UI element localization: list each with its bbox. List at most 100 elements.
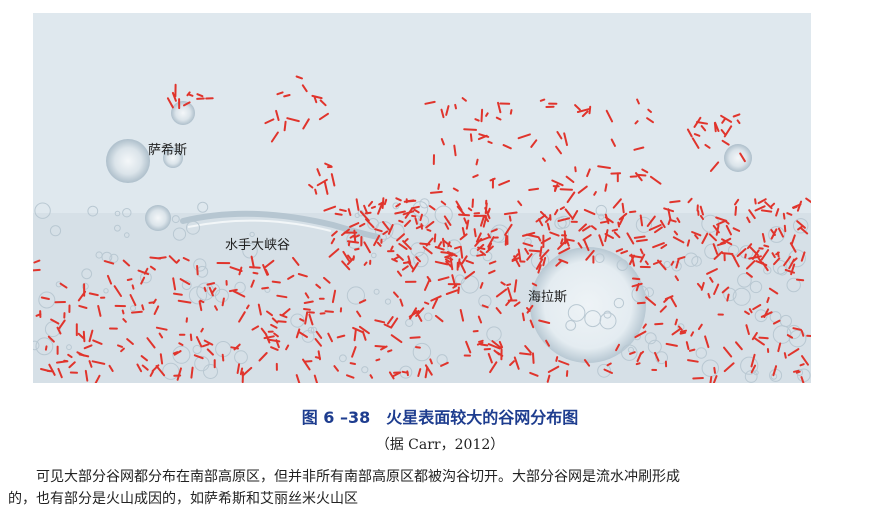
valley-network-segment bbox=[395, 197, 402, 202]
valley-network-segment bbox=[148, 301, 156, 304]
valley-network-segment bbox=[388, 371, 395, 380]
figure-caption-title: 图 6 –38 火星表面较大的谷网分布图 bbox=[0, 404, 880, 428]
valley-network-segment bbox=[434, 314, 444, 323]
valley-network-segment bbox=[295, 75, 303, 80]
valley-network-segment bbox=[521, 312, 525, 322]
crater bbox=[81, 282, 89, 290]
valley-network-segment bbox=[713, 283, 720, 295]
valley-network-segment bbox=[415, 307, 425, 317]
valley-network-segment bbox=[411, 262, 419, 273]
valley-network-segment bbox=[708, 233, 717, 242]
valley-network-segment bbox=[273, 332, 279, 338]
valley-network-segment bbox=[347, 254, 353, 261]
valley-network-segment bbox=[211, 287, 217, 294]
valley-network-segment bbox=[275, 109, 280, 121]
valley-network-segment bbox=[637, 173, 647, 177]
valley-network-segment bbox=[155, 326, 168, 331]
valley-network-segment bbox=[654, 322, 664, 326]
crater bbox=[87, 205, 99, 217]
valley-network-segment bbox=[524, 247, 530, 255]
valley-network-segment bbox=[173, 292, 183, 296]
valley-network-segment bbox=[480, 216, 485, 227]
valley-network-segment bbox=[40, 296, 50, 300]
valley-network-segment bbox=[646, 215, 656, 227]
valley-network-segment bbox=[583, 208, 596, 216]
valley-network-segment bbox=[295, 328, 301, 339]
crater bbox=[103, 288, 109, 294]
crater bbox=[172, 345, 191, 364]
crater bbox=[616, 259, 629, 271]
crater bbox=[732, 287, 751, 306]
valley-network-segment bbox=[487, 140, 493, 144]
valley-network-segment bbox=[773, 257, 781, 266]
valley-network-segment bbox=[582, 225, 591, 232]
valley-network-segment bbox=[283, 94, 291, 98]
valley-network-segment bbox=[383, 198, 388, 206]
valley-network-segment bbox=[721, 286, 730, 294]
valley-network-segment bbox=[647, 108, 652, 113]
valley-network-segment bbox=[487, 352, 493, 364]
crater bbox=[633, 333, 641, 341]
valley-network-segment bbox=[398, 219, 404, 224]
valley-network-segment bbox=[246, 304, 250, 310]
valley-network-segment bbox=[633, 146, 645, 151]
crater bbox=[44, 321, 61, 338]
valley-network-segment bbox=[233, 343, 241, 351]
valley-network-segment bbox=[479, 282, 484, 289]
valley-network-segment bbox=[444, 253, 456, 259]
valley-network-segment bbox=[796, 200, 803, 212]
valley-network-segment bbox=[669, 200, 681, 204]
valley-network-segment bbox=[314, 338, 322, 347]
valley-network-segment bbox=[459, 233, 468, 241]
valley-network-segment bbox=[131, 284, 135, 290]
valley-network-segment bbox=[396, 270, 403, 277]
valley-network-segment bbox=[270, 323, 278, 329]
valley-network-segment bbox=[723, 362, 735, 373]
valley-network-segment bbox=[403, 219, 412, 227]
valley-network-segment bbox=[524, 345, 532, 354]
valley-network-segment bbox=[411, 214, 417, 218]
valley-network-segment bbox=[175, 259, 180, 264]
valley-network-segment bbox=[615, 343, 620, 352]
valley-network-segment bbox=[746, 216, 751, 224]
valley-network-segment bbox=[394, 210, 406, 215]
valley-network-segment bbox=[308, 313, 314, 326]
valley-network-segment bbox=[437, 241, 443, 248]
valley-network-segment bbox=[555, 260, 563, 267]
valley-network-segment bbox=[739, 152, 746, 163]
crater bbox=[186, 220, 200, 235]
valley-network-segment bbox=[50, 318, 60, 325]
valley-network-segment bbox=[318, 112, 329, 121]
valley-network-segment bbox=[257, 303, 262, 316]
valley-network-segment bbox=[690, 331, 695, 337]
valley-network-segment bbox=[94, 374, 101, 383]
valley-network-segment bbox=[556, 131, 563, 140]
valley-network-segment bbox=[196, 265, 199, 276]
valley-network-segment bbox=[509, 109, 513, 115]
valley-network-segment bbox=[545, 339, 550, 347]
valley-network-segment bbox=[792, 205, 798, 209]
valley-network-segment bbox=[437, 183, 441, 190]
valley-network-segment bbox=[316, 178, 328, 187]
valley-network-segment bbox=[687, 197, 693, 204]
valley-network-segment bbox=[401, 370, 409, 374]
valley-network-segment bbox=[476, 253, 484, 257]
valley-network-segment bbox=[408, 310, 420, 318]
valley-network-segment bbox=[475, 158, 479, 166]
valley-network-segment bbox=[563, 132, 568, 146]
valley-network-segment bbox=[424, 301, 430, 305]
valley-network-segment bbox=[692, 377, 704, 380]
valley-network-segment bbox=[461, 97, 467, 102]
valley-network-segment bbox=[444, 222, 450, 230]
valley-network-segment bbox=[442, 239, 453, 248]
valley-network-segment bbox=[390, 317, 399, 329]
valley-network-segment bbox=[513, 356, 520, 370]
valley-network-segment bbox=[479, 250, 486, 256]
valley-network-segment bbox=[327, 332, 333, 343]
valley-network-segment bbox=[750, 364, 757, 374]
valley-network-segment bbox=[314, 188, 318, 195]
crater bbox=[704, 243, 720, 260]
valley-network-segment bbox=[336, 334, 346, 339]
valley-network-segment bbox=[410, 205, 420, 210]
valley-network-segment bbox=[757, 256, 764, 265]
